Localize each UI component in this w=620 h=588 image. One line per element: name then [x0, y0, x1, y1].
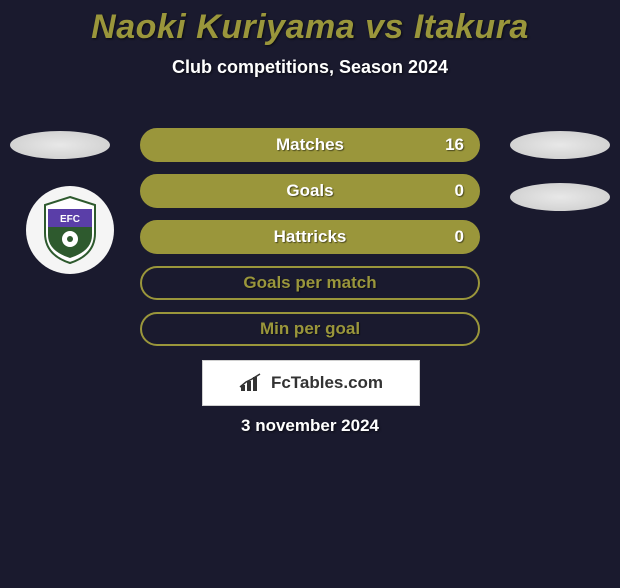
- player-right-placeholder-2-icon: [510, 183, 610, 211]
- stat-row-value: 16: [445, 135, 464, 155]
- fctables-branding: FcTables.com: [202, 360, 420, 406]
- stat-row-label: Matches: [276, 135, 344, 155]
- club-badge-icon: EFC: [26, 186, 114, 274]
- date-label: 3 november 2024: [0, 416, 620, 436]
- stat-row-label: Goals: [286, 181, 333, 201]
- stat-row-matches: Matches 16: [140, 128, 480, 162]
- svg-text:EFC: EFC: [60, 214, 80, 225]
- branding-text: FcTables.com: [271, 373, 383, 393]
- bar-chart-icon: [239, 373, 265, 393]
- stat-row-hattricks: Hattricks 0: [140, 220, 480, 254]
- stat-row-label: Min per goal: [260, 319, 360, 339]
- page-title: Naoki Kuriyama vs Itakura: [0, 8, 620, 47]
- page-subtitle: Club competitions, Season 2024: [0, 57, 620, 78]
- stat-row-min-per-goal: Min per goal: [140, 312, 480, 346]
- stats-rows: Matches 16 Goals 0 Hattricks 0 Goals per match…: [140, 128, 480, 358]
- stat-row-value: 0: [455, 181, 464, 201]
- stat-row-label: Hattricks: [274, 227, 347, 247]
- player-right-placeholder-icon: [510, 131, 610, 159]
- stat-row-goals-per-match: Goals per match: [140, 266, 480, 300]
- stat-row-label: Goals per match: [243, 273, 376, 293]
- stat-row-value: 0: [455, 227, 464, 247]
- player-left-placeholder-icon: [10, 131, 110, 159]
- stat-row-goals: Goals 0: [140, 174, 480, 208]
